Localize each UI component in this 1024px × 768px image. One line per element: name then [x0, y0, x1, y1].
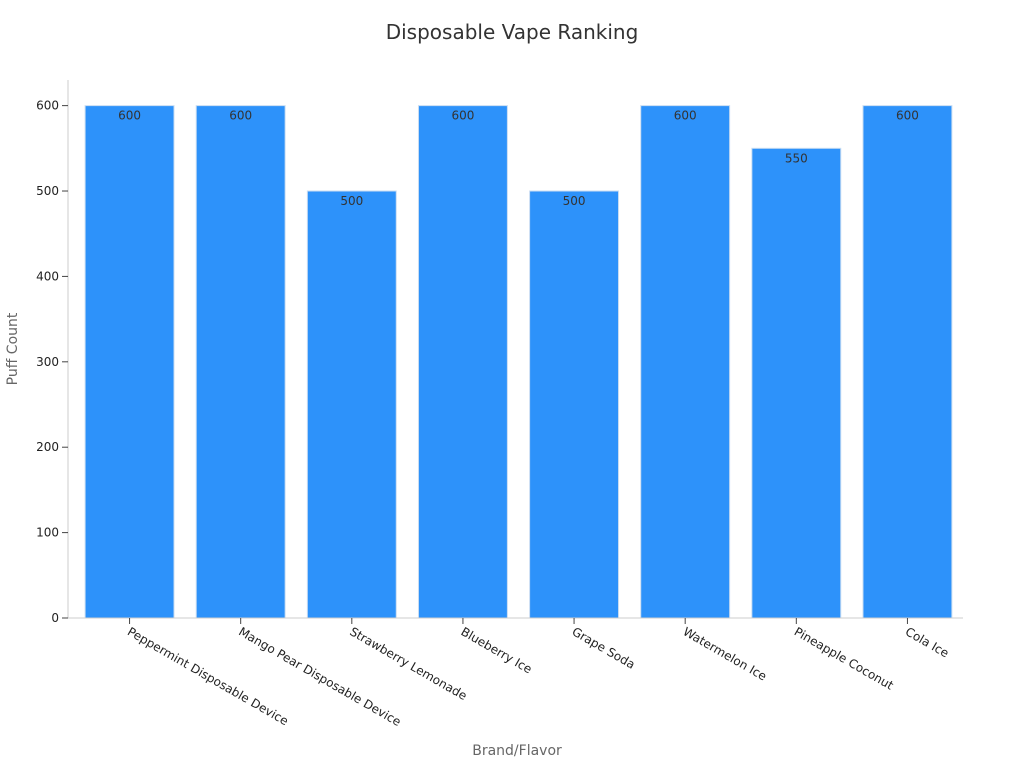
data-labels-group: 600 600 500 600 500 600 550 600 — [118, 109, 919, 208]
y-tick-label: 600 — [36, 99, 59, 113]
bar — [417, 105, 508, 619]
bar — [195, 105, 286, 619]
x-tick-label: Strawberry Lemonade — [347, 624, 469, 703]
y-axis: 0 100 200 300 400 500 600 — [36, 80, 69, 625]
y-axis-label: Puff Count — [5, 312, 21, 385]
x-tick-label: Cola Ice — [903, 624, 951, 660]
x-tick-label: Blueberry Ice — [458, 624, 534, 676]
x-tick-label: Grape Soda — [570, 624, 638, 671]
bar — [640, 105, 731, 619]
y-tick-label: 500 — [36, 184, 59, 198]
y-tick-label: 0 — [51, 611, 59, 625]
y-tick-label: 100 — [36, 526, 59, 540]
bar-data-label: 550 — [785, 151, 808, 165]
x-tick-label: Watermelon Ice — [681, 624, 769, 683]
bar-data-label: 500 — [340, 194, 363, 208]
bar-data-label: 500 — [563, 194, 586, 208]
bar — [306, 190, 397, 619]
x-axis-label: Brand/Flavor — [472, 743, 562, 759]
x-tick-label: Pineapple Coconut — [792, 624, 896, 692]
chart-title: Disposable Vape Ranking — [385, 20, 639, 44]
y-tick-label: 300 — [36, 355, 59, 369]
bar-data-label: 600 — [896, 109, 919, 123]
bar-data-label: 600 — [451, 109, 474, 123]
bar-data-label: 600 — [229, 109, 252, 123]
bar — [84, 105, 175, 619]
bars-group — [84, 105, 953, 619]
bar — [529, 190, 620, 619]
bar-data-label: 600 — [118, 109, 141, 123]
bar — [862, 105, 953, 619]
y-tick-label: 400 — [36, 269, 59, 283]
bar — [751, 147, 842, 619]
y-tick-label: 200 — [36, 440, 59, 454]
bar-data-label: 600 — [674, 109, 697, 123]
